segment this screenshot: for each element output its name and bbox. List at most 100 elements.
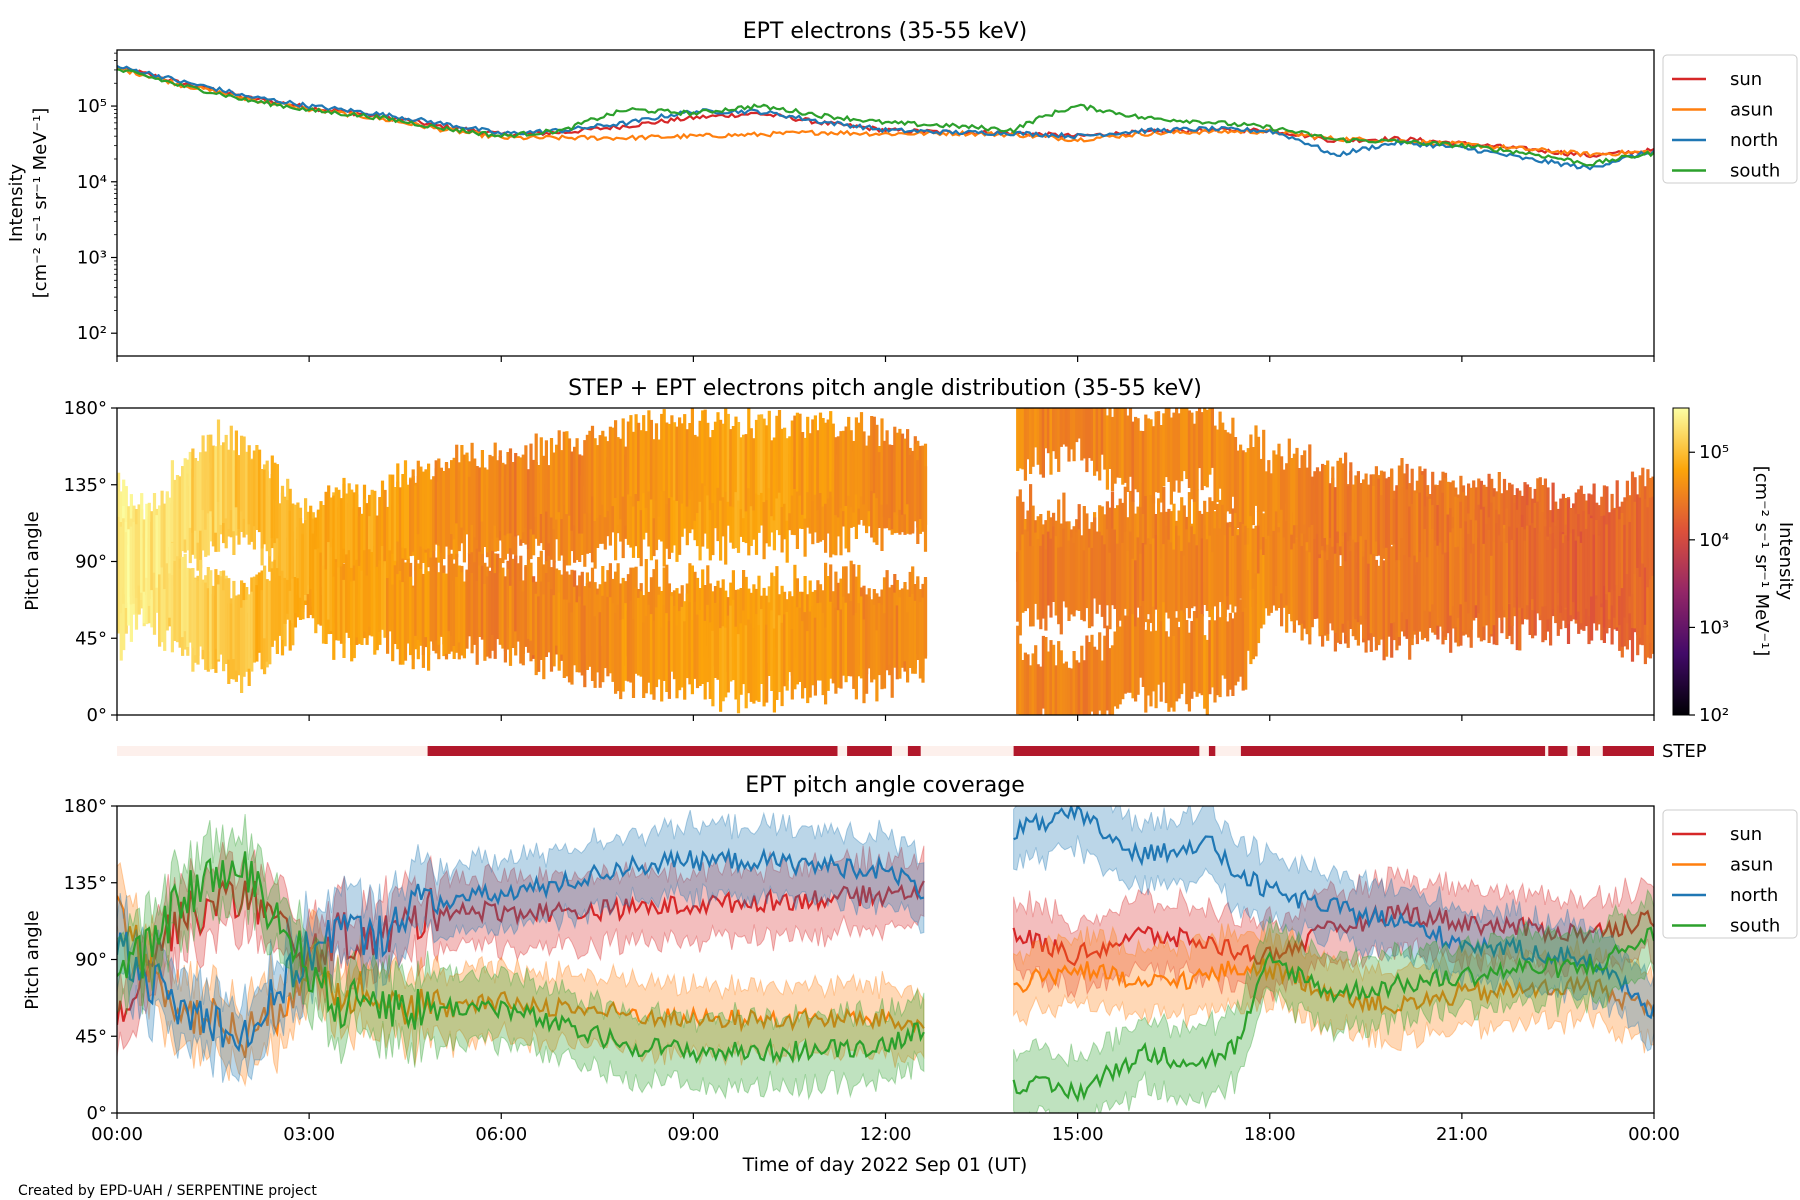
heatmap-cell: [890, 618, 894, 698]
heatmap-cell: [1269, 535, 1273, 613]
heatmap-cell: [237, 455, 241, 529]
heatmap-cell: [427, 571, 431, 655]
heatmap-cell: [1057, 408, 1061, 472]
heatmap-cell: [1052, 408, 1056, 452]
heatmap-cell: [1428, 534, 1432, 612]
heatmap-cell: [1108, 552, 1112, 630]
heatmap-cell: [900, 433, 905, 515]
heatmap-cell: [1636, 494, 1640, 568]
heatmap-cell: [811, 606, 815, 686]
heatmap-cell: [493, 573, 497, 659]
heatmap-cell: [1620, 513, 1624, 589]
heatmap-cell: [744, 625, 748, 709]
ytick-label: 180°: [64, 398, 107, 419]
heatmap-cell: [665, 469, 669, 549]
heatmap-cell: [1041, 534, 1045, 619]
heatmap-cell: [1080, 408, 1084, 461]
heatmap-cell: [1085, 635, 1089, 715]
heatmap-cell: [1151, 538, 1156, 614]
heatmap-cell: [503, 464, 507, 536]
heatmap-cell: [1126, 550, 1130, 632]
heatmap-cell: [1072, 651, 1076, 715]
heatmap-cell: [703, 460, 707, 534]
heatmap-cell: [844, 426, 848, 506]
heatmap-cell: [1351, 539, 1355, 617]
heatmap-cell: [1472, 488, 1476, 574]
heatmap-cell: [362, 550, 367, 632]
panel3-legend: sun asun north south: [1662, 809, 1798, 939]
heatmap-cell: [1359, 483, 1363, 560]
heatmap-cell: [596, 445, 600, 518]
heatmap-cell: [1648, 566, 1653, 643]
heatmap-cell: [642, 415, 646, 494]
heatmap-cell: [1198, 612, 1202, 694]
panel2-ylabel: Pitch angle: [22, 511, 43, 610]
heatmap-cell: [1251, 447, 1255, 526]
heatmap-cell: [1523, 482, 1527, 561]
heatmap-cell: [275, 500, 279, 578]
coverage-line-asun: [1013, 958, 1654, 1017]
heatmap-cell: [1648, 497, 1653, 580]
heatmap-cell: [893, 592, 897, 668]
heatmap-cell: [196, 581, 200, 665]
heatmap-cell: [690, 620, 694, 695]
heatmap-cell: [1103, 635, 1107, 715]
heatmap-cell: [1628, 522, 1632, 597]
heatmap-cell: [1244, 544, 1248, 624]
heatmap-cell: [1128, 531, 1133, 616]
heatmap-cell: [437, 572, 441, 645]
heatmap-cell: [1123, 531, 1127, 609]
heatmap-cell: [1274, 511, 1279, 586]
heatmap-cell: [1210, 552, 1214, 630]
heatmap-cell: [1023, 652, 1027, 715]
heatmap-cell: [1029, 408, 1033, 474]
heatmap-cell: [893, 426, 897, 513]
heatmap-cell: [219, 576, 223, 655]
heatmap-cell: [478, 467, 482, 552]
heatmap-cell: [1177, 413, 1181, 493]
heatmap-cell: [1572, 529, 1576, 603]
heatmap-cell: [275, 464, 279, 539]
ytick-label: 135°: [64, 475, 107, 496]
heatmap-cell: [1082, 660, 1086, 715]
heatmap-cell: [1131, 558, 1135, 646]
heatmap-cell: [1041, 408, 1045, 478]
heatmap-cell: [772, 576, 776, 658]
heatmap-cell: [762, 629, 766, 707]
heatmap-cell: [232, 450, 236, 532]
heatmap-cell: [470, 573, 474, 654]
heatmap-cell: [762, 476, 766, 560]
heatmap-cell: [1208, 535, 1212, 618]
heatmap-cell: [1190, 621, 1194, 699]
heatmap-cell: [724, 627, 728, 698]
heatmap-cell: [1515, 527, 1519, 598]
heatmap-cell: [1116, 626, 1120, 709]
heatmap-cell: [921, 597, 925, 683]
heatmap-cell: [1200, 614, 1204, 696]
heatmap-cell: [255, 445, 259, 530]
heatmap-cell: [703, 620, 707, 700]
heatmap-cell: [1579, 542, 1583, 624]
heatmap-cell: [124, 532, 128, 608]
heatmap-cell: [631, 567, 636, 645]
heatmap-cell: [388, 550, 392, 632]
heatmap-cell: [1226, 432, 1230, 512]
heatmap-cell: [1479, 547, 1483, 626]
legend-label-north: north: [1730, 885, 1778, 906]
heatmap-cell: [183, 458, 187, 540]
heatmap-cell: [614, 571, 618, 654]
heatmap-cell: [785, 480, 789, 563]
heatmap-cell: [298, 518, 303, 598]
heatmap-cell: [752, 584, 756, 666]
heatmap-cell: [398, 580, 402, 665]
heatmap-cell: [1018, 550, 1022, 636]
heatmap-cell: [383, 561, 387, 638]
heatmap-cell: [1123, 408, 1127, 483]
heatmap-cell: [1034, 532, 1038, 604]
heatmap-cell: [1113, 408, 1117, 484]
heatmap-cell: [396, 463, 400, 542]
heatmap-cell: [1110, 416, 1115, 491]
heatmap-cell: [1177, 627, 1181, 699]
heatmap-cell: [801, 432, 805, 515]
heatmap-cell: [685, 429, 689, 507]
